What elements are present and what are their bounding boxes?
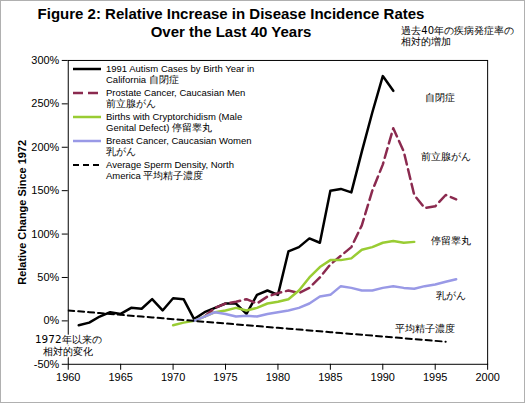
svg-text:1985: 1985 xyxy=(318,371,342,383)
svg-text:50%: 50% xyxy=(37,271,59,283)
svg-text:250%: 250% xyxy=(31,97,59,109)
html-text:Breast Cancer, Caucasian Women: Breast Cancer, Caucasian Women 乳がん xyxy=(106,135,252,157)
svg-text:1980: 1980 xyxy=(266,371,290,383)
svg-text:乳がん: 乳がん xyxy=(436,289,466,301)
html-text:Prostate Cancer, Caucasian Men: Prostate Cancer, Caucasian Men 前立腺がん xyxy=(106,87,246,109)
html-text:過去40年の疾病発症率の 相対的増加: 過去40年の疾病発症率の 相対的増加 xyxy=(401,25,514,47)
svg-text:200%: 200% xyxy=(31,141,59,153)
svg-text:1995: 1995 xyxy=(423,371,447,383)
svg-text:1975: 1975 xyxy=(213,371,237,383)
svg-text:-50%: -50% xyxy=(34,358,60,370)
svg-text:2000: 2000 xyxy=(475,371,499,383)
html-text:Figure 2: Relative Increase in: Figure 2: Relative Increase in Disease I… xyxy=(37,5,425,40)
svg-text:300%: 300% xyxy=(31,54,59,66)
svg-text:Relative Change Since 1972: Relative Change Since 1972 xyxy=(16,140,28,285)
html-text:Average Sperm Density, North A: Average Sperm Density, North America 平均精… xyxy=(106,159,234,181)
html-text:Births with Cryptorchidism (Ma: Births with Cryptorchidism (Male Genital… xyxy=(106,111,243,133)
svg-text:150%: 150% xyxy=(31,184,59,196)
svg-text:平均精子濃度: 平均精子濃度 xyxy=(395,322,455,334)
svg-text:自閉症: 自閉症 xyxy=(425,91,455,103)
svg-text:前立腺がん: 前立腺がん xyxy=(421,150,471,162)
svg-text:0%: 0% xyxy=(43,314,59,326)
svg-text:1960: 1960 xyxy=(56,371,80,383)
html-text:1991 Autism Cases by Birth Yea: 1991 Autism Cases by Birth Year in Calif… xyxy=(106,63,255,85)
svg-text:停留睾丸: 停留睾丸 xyxy=(431,234,471,246)
svg-text:100%: 100% xyxy=(31,228,59,240)
svg-text:1972年以来の相対的変化: 1972年以来の相対的変化 xyxy=(35,333,102,357)
svg-text:1965: 1965 xyxy=(108,371,132,383)
svg-text:1970: 1970 xyxy=(161,371,185,383)
svg-text:1990: 1990 xyxy=(371,371,395,383)
